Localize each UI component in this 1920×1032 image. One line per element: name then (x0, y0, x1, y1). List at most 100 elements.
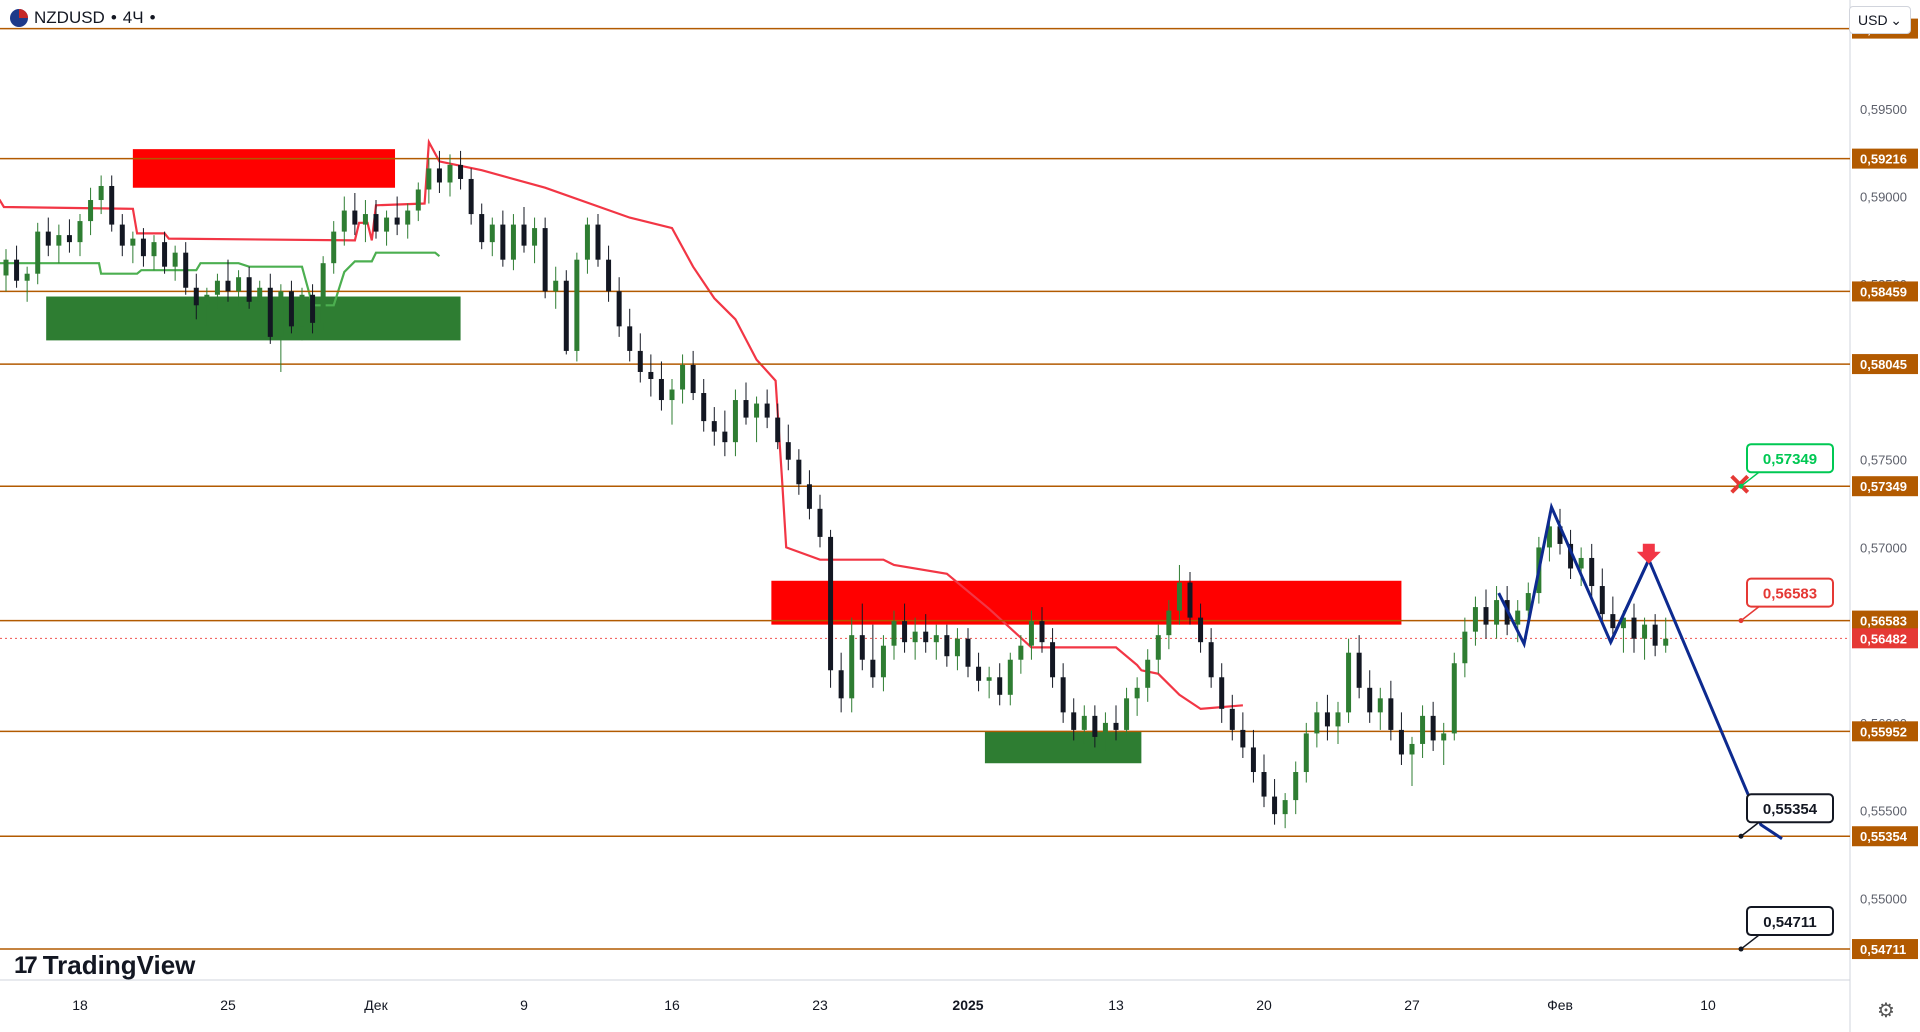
x-tick-label: 23 (812, 997, 828, 1013)
candle-body (606, 259, 612, 292)
callout-anchor (1738, 483, 1744, 489)
candle-body (468, 178, 474, 215)
current-price-label-bg (1852, 628, 1918, 649)
candle-body (1060, 677, 1066, 713)
candle-body (806, 484, 812, 509)
candle-body (584, 224, 590, 260)
trend-line-red (0, 138, 1243, 711)
candle-body (828, 536, 834, 671)
candle-body (56, 235, 62, 246)
candle-body (796, 459, 802, 485)
candle-body (764, 403, 770, 418)
candle-body (1272, 796, 1278, 815)
candle-body (1039, 621, 1045, 643)
level-label: 0,55354 (1860, 829, 1908, 844)
candle-body (1589, 557, 1595, 587)
level-label-bg (1852, 148, 1918, 169)
candle-body (1472, 607, 1478, 632)
x-tick-label: 27 (1404, 997, 1420, 1013)
level-label: 0,58459 (1860, 284, 1907, 299)
demand-zone (46, 296, 461, 341)
candle-body (1282, 800, 1288, 815)
callout-box (1746, 443, 1834, 474)
candle-body (479, 214, 485, 243)
candle-body (701, 393, 707, 422)
candle-body (1525, 593, 1531, 611)
candle-body (954, 638, 960, 657)
candle-body (1398, 729, 1404, 755)
symbol-name: NZDUSD (34, 8, 105, 27)
callout-pointer (1740, 821, 1760, 837)
candle-body (1388, 698, 1394, 730)
candle-body (1515, 610, 1521, 625)
candle-body (1420, 715, 1426, 744)
candle-body (299, 294, 305, 327)
candle-body (1028, 621, 1034, 646)
candle-body (130, 238, 136, 246)
candle-body (183, 252, 189, 288)
candle-body (1219, 677, 1225, 709)
candle-body (1356, 652, 1362, 688)
candle-body (838, 670, 844, 699)
level-label-bg (1852, 476, 1918, 497)
symbol-header[interactable]: NZDUSD • 4Ч • (10, 8, 156, 28)
candle-body (1430, 715, 1436, 741)
callout-box (1746, 906, 1834, 937)
callout-box (1746, 793, 1834, 824)
candle-body (267, 287, 273, 337)
candle-body (510, 224, 516, 260)
tradingview-logo[interactable]: 17 TradingView (14, 950, 195, 981)
candle-body (595, 224, 601, 260)
candle-body (415, 189, 421, 211)
candle-body (489, 224, 495, 243)
candle-body (1642, 624, 1648, 639)
currency-value: USD (1858, 12, 1888, 28)
candle-body (648, 371, 654, 379)
candle-body (1557, 526, 1563, 544)
candle-body (1578, 557, 1584, 569)
candle-body (447, 164, 453, 183)
candle-body (732, 400, 738, 443)
candle-body (288, 291, 294, 327)
candle-body (976, 666, 982, 681)
candle-body (35, 231, 41, 274)
symbol-separator-2: • (149, 8, 156, 27)
candle-body (711, 421, 717, 432)
candle-body (1187, 582, 1193, 618)
candle-body (373, 214, 379, 232)
symbol-timeframe[interactable]: 4Ч (122, 8, 144, 27)
x-tick-label: 10 (1700, 997, 1716, 1013)
callout-pointer (1740, 934, 1760, 950)
candle-body (405, 210, 411, 225)
candle-body (859, 635, 865, 660)
candle-body (1050, 642, 1056, 678)
candle-body (88, 200, 94, 222)
candle-body (1240, 729, 1246, 748)
candle-body (965, 638, 971, 667)
trend-line-green (0, 251, 441, 307)
callout-anchor (1738, 946, 1744, 952)
candle-body (214, 280, 220, 295)
candle-body (500, 224, 506, 260)
candle-body (690, 364, 696, 394)
forecast-path (1609, 555, 1783, 840)
supply-zone (132, 149, 396, 188)
level-label-bg (1852, 281, 1918, 302)
candle-body (775, 417, 781, 443)
sell-arrow-icon (1636, 543, 1661, 564)
currency-select[interactable]: USD ⌄ (1849, 6, 1911, 34)
candle-body (1166, 610, 1172, 636)
x-tick-label: 18 (72, 997, 88, 1013)
x-tick-label: 13 (1108, 997, 1124, 1013)
y-tick-label: 0,59500 (1860, 102, 1907, 117)
candle-body (1261, 772, 1267, 797)
candle-body (1007, 659, 1013, 695)
x-tick-label: 2025 (952, 997, 983, 1013)
candle-body (521, 224, 527, 246)
y-tick-label: 0,55500 (1860, 804, 1907, 819)
candle-body (637, 350, 643, 372)
candle-body (1441, 733, 1447, 741)
gear-icon[interactable]: ⚙ (1877, 1000, 1895, 1022)
